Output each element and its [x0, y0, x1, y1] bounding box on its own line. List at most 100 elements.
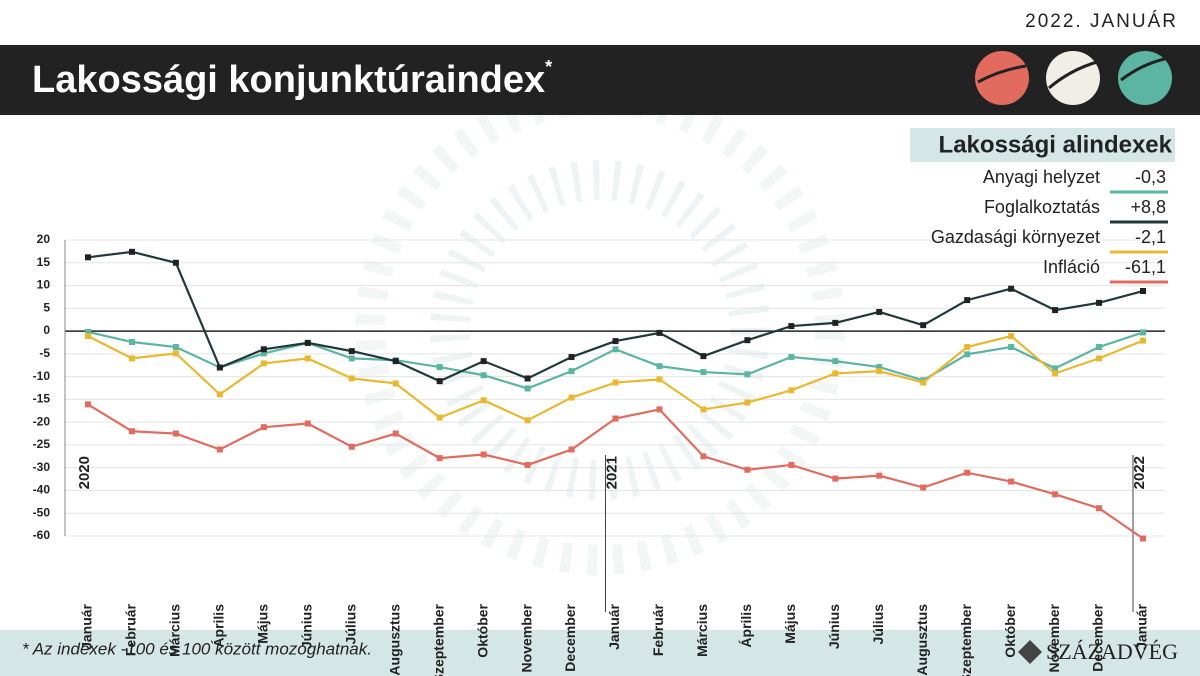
x-tick-label: Augusztus	[386, 604, 402, 676]
data-point	[348, 375, 355, 382]
data-point	[348, 443, 355, 450]
data-point	[172, 344, 179, 351]
data-point	[260, 424, 267, 431]
y-tick-label: -15	[33, 392, 51, 406]
x-tick-label: Április	[211, 604, 227, 648]
data-point	[260, 346, 267, 353]
y-tick-label: -50	[33, 505, 51, 519]
data-point	[1096, 344, 1103, 351]
data-point	[1052, 370, 1059, 377]
data-point	[128, 339, 135, 346]
x-tick-label: Március	[167, 604, 183, 657]
x-tick-label: Január	[606, 603, 622, 649]
legend-title-box	[910, 128, 1175, 162]
data-point	[392, 380, 399, 387]
data-point	[260, 360, 267, 367]
data-point	[1096, 355, 1103, 362]
footer-bar	[0, 630, 1200, 676]
data-point	[1008, 344, 1015, 351]
x-tick-label: Április	[738, 604, 754, 648]
data-point	[85, 254, 91, 261]
date-label: 2022. JANUÁR	[1025, 11, 1178, 32]
data-point	[216, 446, 223, 453]
x-tick-label: Október	[1002, 603, 1018, 657]
legend-title: Lakossági alindexek	[939, 131, 1173, 158]
x-tick-label: Március	[694, 604, 710, 657]
data-point	[700, 406, 707, 413]
x-tick-label: Január	[79, 603, 95, 649]
data-point	[964, 297, 971, 304]
data-point	[480, 372, 487, 379]
data-point	[744, 337, 751, 344]
x-tick-label: Május	[782, 604, 798, 644]
data-point	[612, 415, 619, 422]
data-point	[524, 417, 531, 424]
data-point	[920, 484, 927, 491]
legend-label: Gazdasági környezet	[931, 227, 1100, 247]
x-tick-label: Május	[255, 604, 271, 644]
data-point	[436, 455, 443, 462]
y-tick-label: -60	[33, 528, 51, 542]
data-point	[216, 364, 223, 371]
data-point	[744, 399, 751, 406]
data-point	[964, 344, 971, 351]
data-point	[788, 387, 795, 394]
data-point	[172, 430, 179, 437]
y-tick-label: 10	[37, 278, 51, 292]
x-tick-label: Szeptember	[958, 603, 974, 676]
y-tick-label: 20	[37, 232, 51, 246]
data-point	[1140, 535, 1146, 542]
y-tick-label: -10	[33, 369, 51, 383]
data-point	[832, 475, 839, 482]
data-point	[1096, 299, 1103, 306]
y-tick-label: -20	[33, 414, 51, 428]
data-point	[1008, 333, 1015, 340]
data-point	[612, 379, 619, 386]
data-point	[436, 378, 443, 385]
data-point	[1052, 307, 1059, 314]
data-point	[832, 358, 839, 365]
data-point	[744, 371, 751, 378]
data-point	[876, 364, 883, 371]
x-tick-label: Január	[1134, 603, 1150, 649]
title-text: Lakossági konjunktúraindex	[32, 59, 545, 101]
data-point	[876, 368, 883, 375]
x-tick-label: Június	[298, 604, 314, 649]
data-point	[216, 391, 223, 398]
data-point	[1052, 491, 1059, 498]
data-point	[1008, 285, 1015, 292]
data-point	[304, 355, 311, 362]
data-point	[524, 385, 531, 392]
data-point	[436, 414, 443, 421]
legend-value: +8,8	[1130, 197, 1166, 217]
data-point	[788, 323, 795, 330]
logo-mark	[1018, 640, 1042, 664]
title-marker: *	[545, 57, 552, 77]
legend-label: Anyagi helyzet	[983, 167, 1100, 187]
data-point	[1008, 478, 1015, 485]
data-point	[920, 379, 927, 386]
data-point	[1096, 505, 1103, 512]
icons	[975, 51, 1172, 105]
legend-value: -0,3	[1135, 167, 1166, 187]
data-point	[172, 350, 179, 357]
data-point	[700, 353, 707, 360]
data-point	[744, 466, 751, 473]
y-tick-label: -5	[39, 346, 50, 360]
data-point	[304, 339, 311, 346]
data-point	[172, 259, 179, 266]
data-point	[832, 319, 839, 326]
data-point	[568, 446, 575, 453]
y-tick-label: -30	[33, 460, 51, 474]
x-tick-label: Szeptember	[430, 603, 446, 676]
data-point	[260, 350, 267, 357]
x-tick-label: Július	[342, 604, 358, 645]
data-point	[85, 401, 91, 408]
year-label: 2022	[1131, 456, 1148, 489]
data-point	[480, 358, 487, 365]
x-tick-label: Augusztus	[914, 604, 930, 676]
x-tick-label: Február	[123, 603, 139, 656]
data-point	[524, 461, 531, 468]
data-point	[656, 363, 663, 370]
